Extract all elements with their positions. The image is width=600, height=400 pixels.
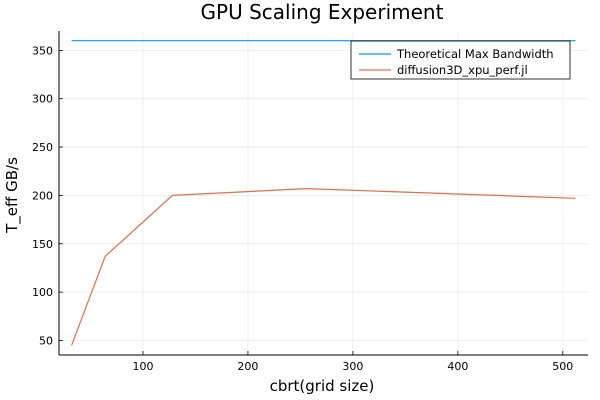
x-ticks: 100 200 300 400 500 <box>132 351 573 373</box>
x-axis-label: cbrt(grid size) <box>270 377 375 395</box>
y-tick-label: 300 <box>32 93 53 106</box>
series-line-1 <box>71 187 576 346</box>
legend: Theoretical Max Bandwidth diffusion3D_xp… <box>350 40 571 80</box>
x-tick-label: 400 <box>447 360 468 373</box>
legend-box <box>350 40 571 80</box>
x-tick-label: 100 <box>132 360 153 373</box>
y-tick-label: 50 <box>39 334 53 347</box>
legend-label-0: Theoretical Max Bandwidth <box>396 47 554 61</box>
y-tick-label: 250 <box>32 141 53 154</box>
x-tick-label: 200 <box>237 360 258 373</box>
axes <box>58 31 588 356</box>
chart-title: GPU Scaling Experiment <box>201 0 444 24</box>
y-axis-label: T_eff GB/s <box>3 157 22 234</box>
y-tick-label: 350 <box>32 44 53 57</box>
y-tick-label: 150 <box>32 238 53 251</box>
x-tick-label: 300 <box>342 360 363 373</box>
x-tick-label: 500 <box>552 360 573 373</box>
y-ticks: 50 100 150 200 250 300 350 <box>32 44 63 347</box>
y-tick-label: 100 <box>32 286 53 299</box>
grid <box>59 31 588 355</box>
series-lines <box>71 40 576 346</box>
y-tick-label: 200 <box>32 189 53 202</box>
legend-label-1: diffusion3D_xpu_perf.jl <box>397 63 528 77</box>
